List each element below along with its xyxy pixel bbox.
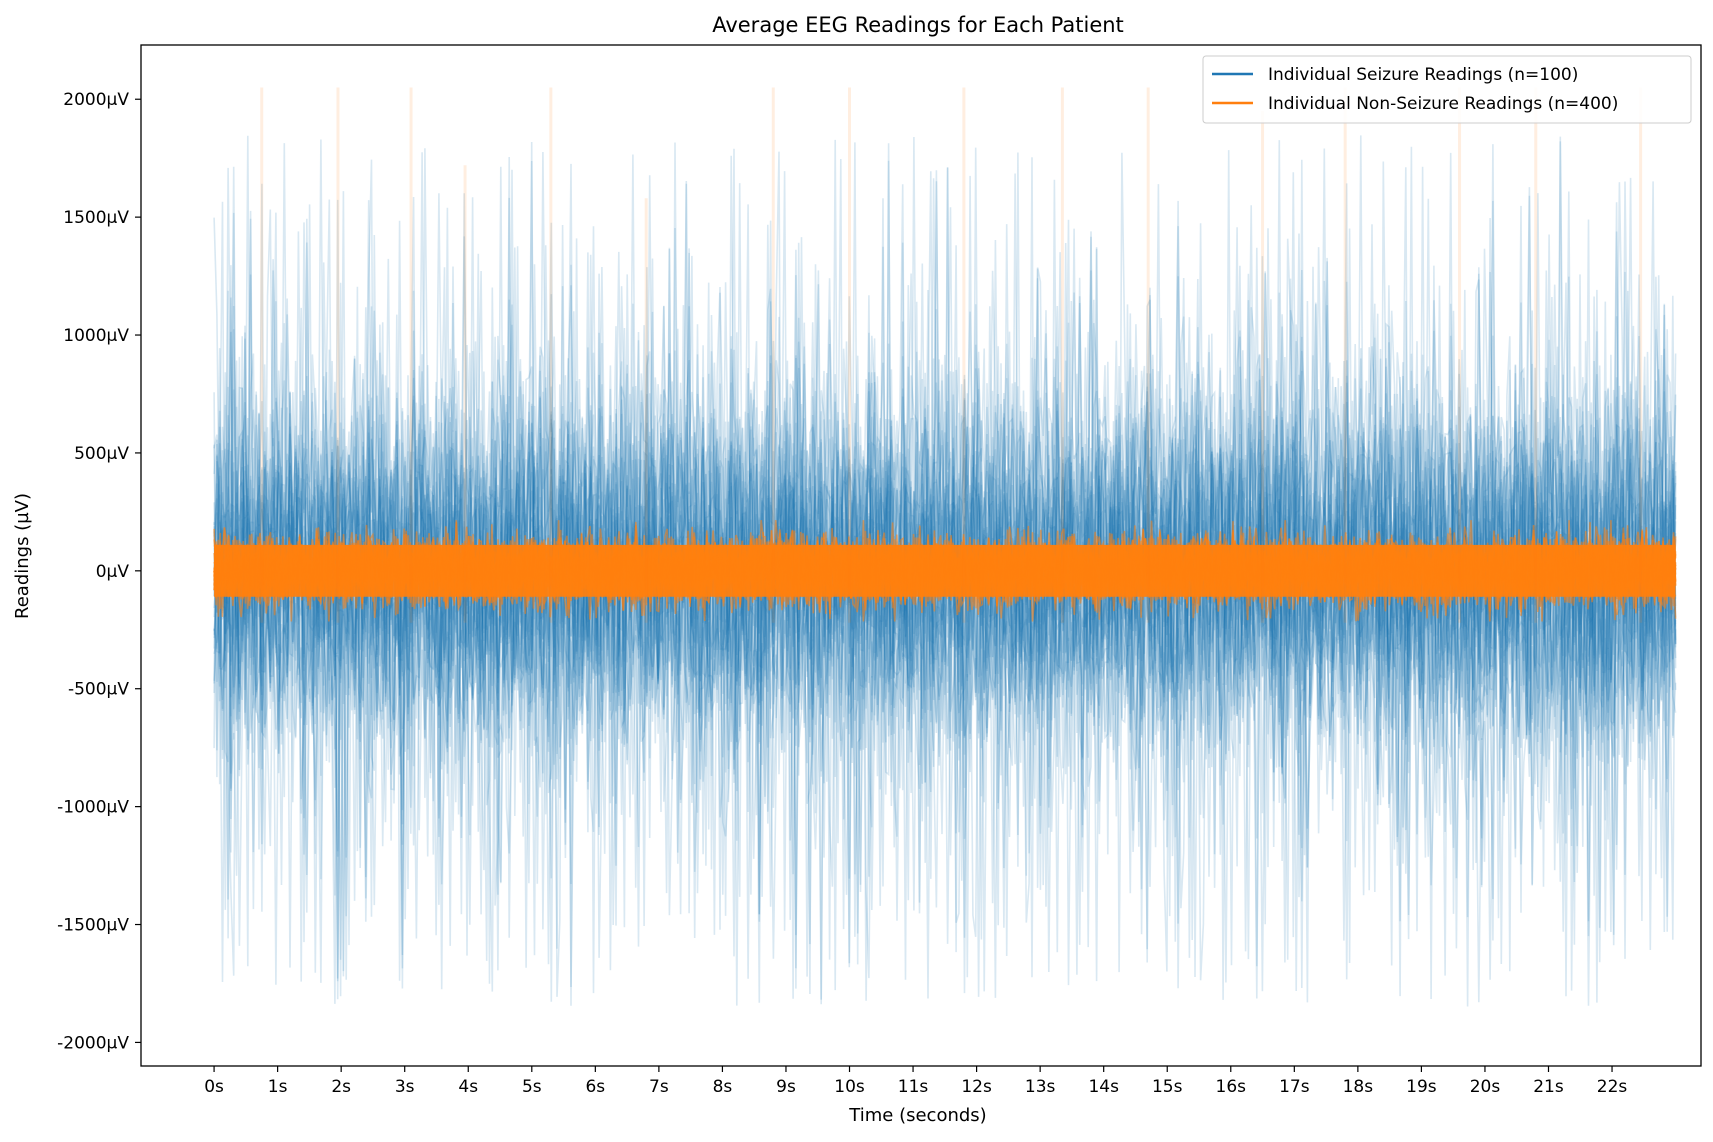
x-tick-label: 13s [1025, 1077, 1056, 1097]
x-tick-label: 21s [1533, 1077, 1564, 1097]
x-tick-label: 16s [1216, 1077, 1247, 1097]
plot-frame [140, 44, 1702, 1067]
y-tick-label: 0µV [96, 562, 130, 582]
y-axis-label: Readings (µV) [12, 493, 33, 619]
x-tick-label: 10s [834, 1077, 865, 1097]
x-tick-label: 9s [776, 1077, 796, 1097]
legend-label-seizure: Individual Seizure Readings (n=100) [1268, 65, 1578, 85]
y-tick-label: 1000µV [63, 326, 129, 346]
x-tick-label: 15s [1152, 1077, 1183, 1097]
y-tick-label: -2000µV [57, 1033, 129, 1053]
x-tick-label: 0s [204, 1077, 224, 1097]
x-tick-label: 17s [1279, 1077, 1310, 1097]
y-tick-label: 500µV [74, 444, 129, 464]
legend: Individual Seizure Readings (n=100) Indi… [1202, 55, 1692, 124]
x-tick-label: 22s [1597, 1077, 1628, 1097]
x-axis-label: Time (seconds) [848, 1105, 986, 1126]
seizure-trace [213, 157, 1677, 991]
x-tick-label: 14s [1088, 1077, 1119, 1097]
x-tick-label: 7s [649, 1077, 669, 1097]
y-tick-label: -500µV [68, 680, 129, 700]
x-tick-label: 4s [458, 1077, 478, 1097]
x-tick-label: 8s [713, 1077, 733, 1097]
x-tick-label: 12s [961, 1077, 992, 1097]
chart-title: Average EEG Readings for Each Patient [712, 13, 1124, 37]
seizure-trace [213, 146, 1677, 990]
y-tick-label: 1500µV [63, 208, 129, 228]
x-tick-label: 18s [1343, 1077, 1374, 1097]
x-tick-label: 5s [522, 1077, 542, 1097]
x-tick-label: 11s [898, 1077, 929, 1097]
y-tick-label: -1000µV [57, 798, 129, 818]
non-seizure-core-band [214, 544, 1676, 597]
x-tick-label: 19s [1406, 1077, 1437, 1097]
seizure-trace [213, 151, 1677, 983]
seizure-trace [213, 193, 1677, 1004]
x-tick-label: 1s [268, 1077, 288, 1097]
series-non-seizure [213, 87, 1677, 623]
y-tick-label: 2000µV [63, 90, 129, 110]
seizure-trace [213, 152, 1677, 977]
x-tick-label: 6s [585, 1077, 605, 1097]
x-tick-label: 20s [1470, 1077, 1501, 1097]
x-tick-label: 2s [331, 1077, 351, 1097]
x-tick-label: 3s [395, 1077, 415, 1097]
legend-label-non-seizure: Individual Non-Seizure Readings (n=400) [1268, 94, 1618, 114]
y-tick-label: -1500µV [57, 916, 129, 936]
